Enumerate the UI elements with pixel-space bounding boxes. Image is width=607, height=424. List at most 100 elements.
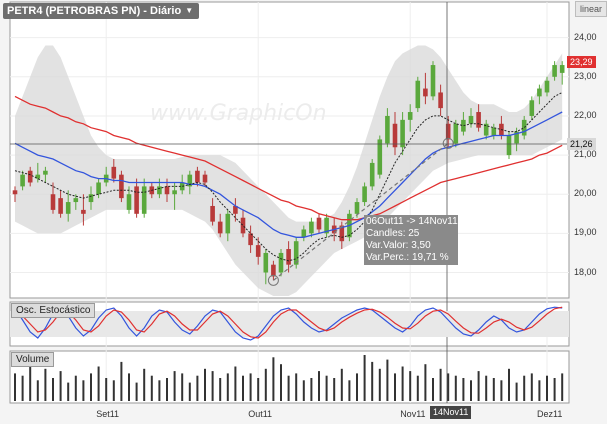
candle-body bbox=[392, 123, 398, 148]
tooltip-candles: Candles: 25 bbox=[366, 228, 420, 239]
volume-bar bbox=[226, 373, 229, 401]
candle-body bbox=[134, 186, 139, 214]
volume-bar bbox=[59, 371, 62, 401]
volume-panel-label[interactable]: Volume bbox=[11, 352, 55, 367]
candle-body bbox=[263, 252, 269, 273]
volume-bar bbox=[416, 375, 419, 401]
x-tick-label: Out11 bbox=[248, 409, 273, 419]
y-tick-label: 18,00 bbox=[574, 266, 597, 277]
volume-bar bbox=[280, 364, 282, 401]
candle-body bbox=[240, 217, 246, 234]
volume-bar bbox=[143, 368, 146, 401]
volume-bar bbox=[325, 375, 328, 401]
candle-body bbox=[141, 186, 147, 214]
volume-bar bbox=[188, 382, 191, 401]
candle-body bbox=[58, 198, 63, 214]
volume-bar bbox=[97, 366, 100, 401]
volume-bar bbox=[36, 380, 39, 401]
volume-bar bbox=[333, 378, 336, 401]
candle-body bbox=[423, 88, 428, 97]
y-tick-label: 23,00 bbox=[574, 70, 597, 81]
candle-body bbox=[73, 198, 79, 203]
candle-body bbox=[187, 174, 193, 187]
volume-bar bbox=[74, 375, 77, 401]
candle-body bbox=[164, 186, 170, 195]
volume-bar bbox=[500, 380, 503, 401]
volume-bar bbox=[234, 366, 237, 401]
volume-bar bbox=[546, 375, 548, 401]
measure-end-handle[interactable] bbox=[442, 137, 454, 149]
volume-bar bbox=[356, 373, 358, 401]
volume-bar bbox=[561, 373, 564, 401]
candle-body bbox=[248, 233, 253, 246]
bollinger-band bbox=[15, 45, 563, 296]
volume-bar bbox=[508, 368, 510, 401]
crosshair-price-tag: 21,26 bbox=[567, 138, 596, 150]
candle-body bbox=[430, 65, 436, 97]
volume-bar bbox=[470, 380, 472, 401]
volume-bar bbox=[242, 375, 244, 401]
volume-bar bbox=[401, 366, 404, 401]
volume-bar bbox=[515, 382, 518, 401]
stochastic-k-line bbox=[14, 306, 563, 341]
volume-bar bbox=[249, 373, 252, 401]
volume-bar bbox=[272, 357, 275, 401]
candle-body bbox=[88, 194, 94, 203]
candle-body bbox=[225, 213, 231, 234]
y-tick-label: 22,00 bbox=[574, 109, 597, 120]
volume-bar bbox=[181, 373, 184, 401]
y-tick-label: 20,00 bbox=[574, 188, 597, 199]
volume-bar bbox=[553, 378, 556, 401]
candle-body bbox=[179, 182, 185, 191]
candle-body bbox=[96, 182, 101, 195]
candle-body bbox=[81, 209, 86, 214]
candle-body bbox=[514, 131, 519, 144]
measure-line bbox=[273, 142, 449, 281]
candle-body bbox=[461, 119, 466, 132]
candle-body bbox=[521, 119, 527, 136]
measure-start-handle[interactable] bbox=[267, 274, 279, 286]
volume-bar bbox=[348, 380, 351, 401]
volume-bar bbox=[219, 378, 222, 401]
candle-body bbox=[157, 186, 162, 195]
chart-title: PETR4 (PETROBRAS PN) - Diário bbox=[7, 5, 182, 17]
crosshair-date-tag: 14Nov11 bbox=[430, 406, 472, 419]
volume-bar bbox=[264, 368, 267, 401]
y-tick-label: 19,00 bbox=[574, 227, 597, 238]
volume-bar bbox=[52, 378, 54, 401]
volume-bar bbox=[120, 361, 123, 401]
volume-bar bbox=[44, 368, 47, 401]
volume-bar bbox=[196, 375, 199, 401]
candle-body bbox=[544, 80, 550, 93]
measure-tooltip: 06Out11 -> 14Nov11 Candles: 25 Var.Valor… bbox=[364, 215, 458, 265]
volume-bar bbox=[454, 375, 457, 401]
volume-bar bbox=[112, 380, 115, 401]
candle-body bbox=[445, 123, 451, 140]
candle-body bbox=[415, 80, 421, 109]
candle-body bbox=[491, 127, 497, 136]
volume-bar bbox=[67, 382, 70, 401]
volume-bar bbox=[310, 378, 313, 401]
chart-title-bar[interactable]: PETR4 (PETROBRAS PN) - Diário ▼ bbox=[3, 3, 200, 19]
oscillator-panel-label[interactable]: Osc. Estocástico bbox=[11, 303, 96, 318]
x-tick-label: Dez11 bbox=[537, 409, 563, 419]
volume-bar bbox=[204, 368, 206, 401]
volume-bar bbox=[21, 375, 24, 401]
volume-bar bbox=[82, 380, 85, 401]
tooltip-range: 06Out11 -> 14Nov11 bbox=[366, 216, 458, 227]
candle-body bbox=[255, 245, 261, 257]
candle-body bbox=[438, 92, 443, 109]
candle-body bbox=[316, 217, 322, 230]
volume-bar bbox=[340, 368, 343, 401]
volume-bar bbox=[211, 371, 214, 401]
moving-average-black bbox=[14, 92, 563, 262]
volume-bar bbox=[302, 380, 305, 401]
candle-body bbox=[35, 174, 41, 179]
candle-body bbox=[301, 229, 307, 238]
y-tick-label: 21,00 bbox=[574, 149, 597, 160]
scale-toggle-button[interactable]: linear bbox=[575, 1, 607, 17]
candle-body bbox=[43, 170, 48, 175]
candle-body bbox=[210, 205, 215, 222]
volume-bar bbox=[287, 375, 290, 401]
